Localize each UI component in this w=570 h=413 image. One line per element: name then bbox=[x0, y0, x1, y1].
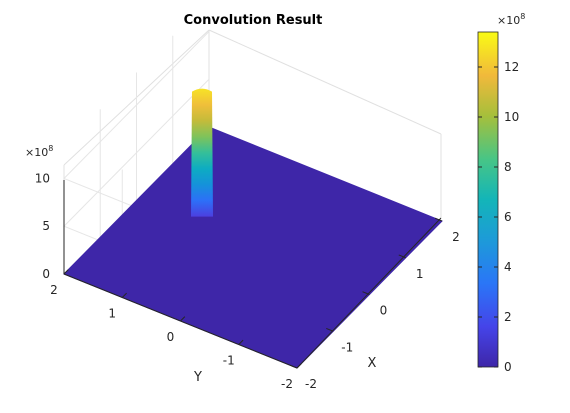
colorbar-tick-label: 4 bbox=[504, 260, 512, 274]
colorbar-gradient bbox=[477, 31, 499, 368]
z-axis: 0 5 10 ×108 bbox=[25, 144, 65, 281]
z-tick-label: 0 bbox=[42, 267, 50, 281]
x-tick-label: -1 bbox=[341, 340, 353, 354]
surface-peak bbox=[191, 88, 213, 217]
x-axis-label: X bbox=[368, 356, 377, 371]
colorbar-tick-label: 12 bbox=[504, 60, 519, 74]
colorbar-exponent: ×108 bbox=[497, 12, 525, 27]
z-tick-label: 10 bbox=[35, 171, 50, 185]
y-tick-label: -2 bbox=[281, 377, 293, 391]
x-axis: -2 -1 0 1 2 X bbox=[289, 217, 460, 391]
y-tick-label: 0 bbox=[167, 330, 175, 344]
x-tick-label: 2 bbox=[452, 230, 460, 244]
y-tick-mark bbox=[238, 339, 244, 345]
y-tick-label: -1 bbox=[223, 354, 235, 368]
x-tick-label: 0 bbox=[380, 304, 388, 318]
colorbar-tick-label: 6 bbox=[504, 210, 512, 224]
surface-plane bbox=[63, 126, 443, 369]
colorbar: 0 2 4 6 8 10 12 ×108 bbox=[477, 12, 525, 374]
back-top-edge-x bbox=[208, 29, 442, 135]
colorbar-tick-label: 8 bbox=[504, 160, 512, 174]
x-tick-mark bbox=[326, 327, 334, 332]
x-tick-label: 1 bbox=[416, 267, 424, 281]
x-tick-label: -2 bbox=[305, 377, 317, 391]
x-tick-mark bbox=[289, 364, 298, 369]
surface bbox=[63, 88, 443, 369]
y-tick-mark bbox=[121, 292, 127, 298]
y-tick-mark bbox=[180, 316, 186, 322]
y-axis: -2 -1 0 1 2 Y bbox=[50, 269, 302, 391]
y-axis-label: Y bbox=[193, 370, 202, 385]
x-tick-mark bbox=[362, 291, 370, 295]
x-tick-mark bbox=[398, 254, 406, 259]
y-tick-mark bbox=[63, 269, 69, 275]
chart-title: Convolution Result bbox=[184, 13, 323, 28]
colorbar-tick-label: 2 bbox=[504, 310, 512, 324]
y-tick-label: 1 bbox=[108, 307, 116, 321]
colorbar-tick-label: 10 bbox=[504, 110, 519, 124]
colorbar-tick-label: 0 bbox=[504, 360, 512, 374]
y-tick-label: 2 bbox=[50, 283, 58, 297]
z-exponent: ×108 bbox=[25, 144, 53, 159]
x-axis-line bbox=[296, 217, 442, 369]
x-tick-mark bbox=[434, 217, 443, 222]
z-tick-label: 5 bbox=[42, 219, 50, 233]
